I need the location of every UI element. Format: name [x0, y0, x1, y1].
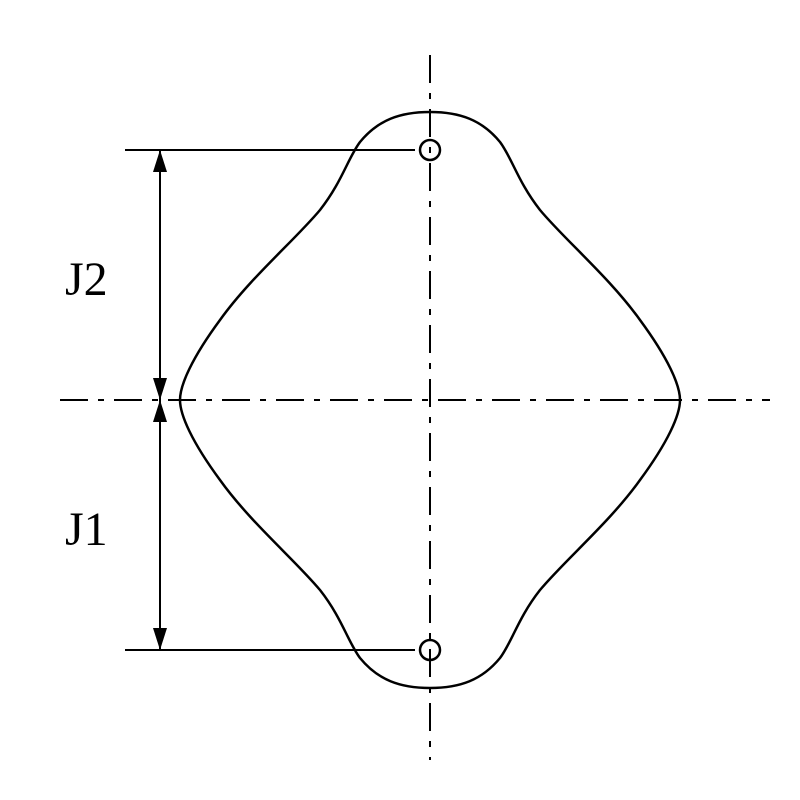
dimension-label-j1: J1	[65, 503, 108, 556]
dimension-label-j2: J2	[65, 253, 108, 306]
arrowhead	[153, 628, 167, 650]
arrowhead	[153, 400, 167, 422]
arrowhead	[153, 150, 167, 172]
arrowhead	[153, 378, 167, 400]
engineering-diagram: J2 J1	[0, 0, 800, 800]
